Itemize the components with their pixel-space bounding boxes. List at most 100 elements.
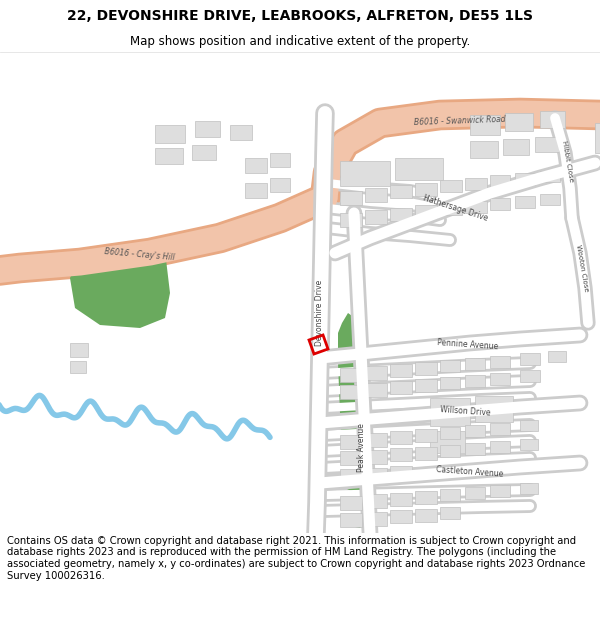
Bar (365, 512, 387, 526)
Bar (365, 468, 387, 482)
Bar (465, 178, 487, 190)
Bar (415, 491, 437, 504)
Bar (440, 360, 460, 372)
Bar (365, 210, 387, 224)
Bar (515, 196, 535, 208)
Text: Pennine Avenue: Pennine Avenue (437, 338, 499, 352)
Bar (340, 213, 362, 227)
Bar (548, 351, 566, 362)
Bar (195, 121, 220, 137)
Bar (390, 466, 412, 479)
Text: Map shows position and indicative extent of the property.: Map shows position and indicative extent… (130, 35, 470, 48)
Bar (415, 429, 437, 442)
Bar (465, 487, 485, 499)
Bar (503, 139, 529, 155)
Bar (155, 125, 185, 143)
Bar (395, 158, 443, 180)
Bar (490, 175, 510, 187)
Bar (440, 445, 460, 457)
Bar (520, 370, 540, 382)
Bar (470, 141, 498, 158)
Bar (465, 201, 487, 213)
Bar (415, 379, 437, 392)
Bar (440, 427, 460, 439)
Bar (595, 123, 600, 153)
Bar (340, 368, 362, 382)
Bar (540, 111, 565, 128)
Text: Hibbit Close: Hibbit Close (562, 140, 575, 182)
Bar (465, 425, 485, 437)
Bar (340, 161, 390, 186)
Text: Wooton Close: Wooton Close (575, 244, 589, 292)
Polygon shape (338, 313, 372, 493)
Bar (415, 509, 437, 522)
Bar (365, 366, 387, 380)
Bar (245, 183, 267, 198)
Bar (440, 377, 460, 389)
Text: Peak Avenue: Peak Avenue (358, 424, 367, 472)
Bar (70, 343, 88, 357)
Bar (365, 433, 387, 447)
Bar (540, 171, 560, 182)
Bar (465, 443, 485, 455)
Bar (465, 375, 485, 387)
Text: Willson Drive: Willson Drive (439, 405, 491, 418)
Bar (192, 145, 216, 160)
Bar (415, 183, 437, 196)
Bar (430, 398, 470, 426)
Bar (390, 493, 412, 506)
Bar (415, 205, 437, 218)
Bar (490, 441, 510, 453)
Text: Contains OS data © Crown copyright and database right 2021. This information is : Contains OS data © Crown copyright and d… (7, 536, 586, 581)
Bar (390, 431, 412, 444)
Bar (340, 451, 362, 465)
Bar (415, 447, 437, 460)
Bar (440, 489, 460, 501)
Bar (440, 507, 460, 519)
Bar (475, 396, 513, 422)
Bar (440, 180, 462, 192)
Bar (390, 185, 412, 198)
Bar (340, 513, 362, 527)
Bar (365, 188, 387, 202)
Bar (365, 383, 387, 397)
Bar (465, 358, 485, 370)
Bar (390, 448, 412, 461)
Bar (505, 113, 533, 131)
Bar (535, 137, 559, 152)
Bar (270, 153, 290, 167)
Bar (340, 435, 362, 449)
Bar (245, 158, 267, 173)
Bar (490, 423, 510, 435)
Bar (490, 485, 510, 497)
Bar (430, 431, 465, 453)
Bar (365, 494, 387, 508)
Bar (440, 203, 462, 215)
Bar (390, 364, 412, 377)
Bar (520, 483, 538, 494)
Bar (390, 381, 412, 394)
Bar (340, 496, 362, 510)
Bar (520, 420, 538, 431)
Bar (520, 353, 540, 365)
Bar (490, 356, 510, 368)
Bar (540, 194, 560, 205)
Bar (490, 373, 510, 385)
Bar (230, 125, 252, 140)
Text: B6016 - Cray's Hill: B6016 - Cray's Hill (104, 248, 176, 262)
Bar (415, 362, 437, 375)
Bar (520, 439, 538, 450)
Bar (470, 115, 500, 135)
Bar (490, 198, 510, 210)
Bar (365, 450, 387, 464)
Bar (515, 173, 535, 185)
Text: Castleton Avenue: Castleton Avenue (436, 465, 504, 479)
Polygon shape (340, 493, 370, 528)
Bar (390, 208, 412, 221)
Bar (155, 148, 183, 164)
Text: Hathersage Drive: Hathersage Drive (422, 193, 488, 222)
Bar (340, 385, 362, 399)
Text: Devonshire Drive: Devonshire Drive (314, 280, 323, 346)
Bar (70, 361, 86, 373)
Bar (340, 191, 362, 205)
